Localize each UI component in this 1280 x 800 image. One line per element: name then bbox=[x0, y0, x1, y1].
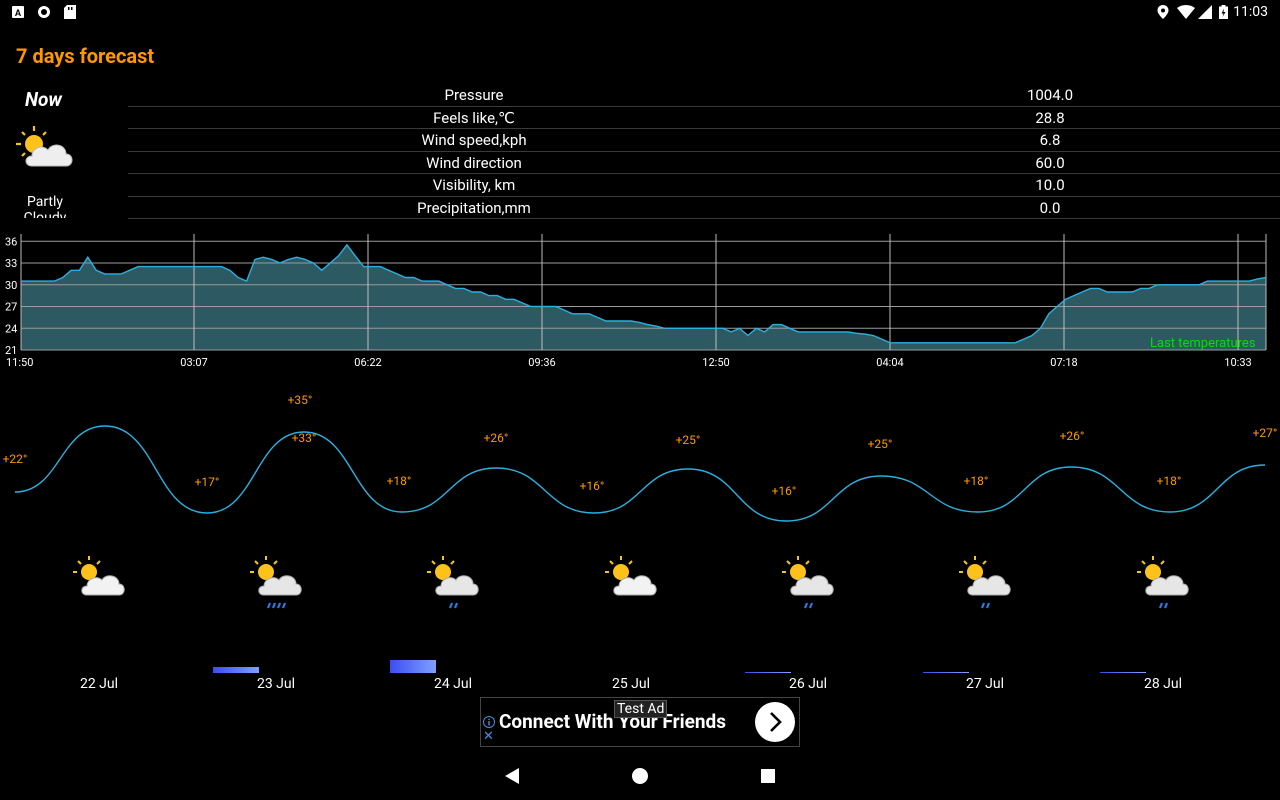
chart-legend: Last temperatures bbox=[1150, 336, 1256, 351]
battery-icon bbox=[1219, 5, 1228, 19]
precipitation-bar bbox=[213, 666, 259, 673]
ad-headline[interactable]: Connect With Your Friends bbox=[499, 710, 726, 733]
detail-row: Wind direction 60.0 bbox=[128, 152, 1280, 174]
detail-label: Visibility, km bbox=[432, 176, 516, 194]
x-tick-label: 06:22 bbox=[354, 356, 381, 369]
detail-row: Visibility, km 10.0 bbox=[128, 174, 1280, 197]
partly-cloudy-heavy-rain-icon bbox=[249, 555, 305, 611]
forecast-temp-label: +25° bbox=[868, 437, 893, 451]
svg-text:A: A bbox=[15, 8, 22, 18]
detail-row: Precipitation,mm 0.0 bbox=[128, 197, 1280, 219]
forecast-temp-label: +26° bbox=[484, 431, 509, 445]
detail-label: Feels like,℃ bbox=[433, 108, 515, 127]
temperature-line bbox=[21, 243, 1267, 344]
forecast-date: 22 Jul bbox=[79, 676, 119, 692]
status-bar: A 11:03 bbox=[0, 0, 1280, 24]
forecast-temp-label: +16° bbox=[580, 479, 605, 493]
ad-banner[interactable]: ✕ Connect With Your Friends Test Ad bbox=[480, 697, 800, 747]
precipitation-bar bbox=[1100, 671, 1146, 673]
detail-value: 60.0 bbox=[1035, 153, 1065, 172]
forecast-date: 26 Jul bbox=[788, 676, 828, 692]
clock-time: 11:03 bbox=[1233, 4, 1268, 20]
page-title: 7 days forecast bbox=[16, 44, 155, 68]
detail-label: Precipitation,mm bbox=[417, 198, 531, 217]
signal-icon bbox=[1198, 5, 1212, 19]
sync-icon bbox=[37, 5, 51, 19]
y-tick-label: 36 bbox=[5, 235, 17, 248]
x-tick-label: 09:36 bbox=[528, 356, 555, 369]
ad-arrow-button[interactable] bbox=[755, 702, 795, 742]
partly-cloudy-icon bbox=[72, 555, 128, 611]
recents-button[interactable] bbox=[760, 768, 776, 784]
sd-card-icon bbox=[64, 5, 76, 19]
detail-value: 10.0 bbox=[1035, 176, 1065, 194]
forecast-date: 23 Jul bbox=[256, 676, 296, 692]
a-icon: A bbox=[12, 5, 24, 19]
x-tick-label: 12:50 bbox=[702, 356, 729, 369]
forecast-date: 27 Jul bbox=[965, 676, 1005, 692]
navigation-bar bbox=[0, 750, 1280, 800]
y-tick-label: 24 bbox=[5, 322, 17, 335]
forecast-temp-label: +35° bbox=[288, 395, 313, 407]
detail-label: Wind direction bbox=[426, 153, 522, 172]
chevron-right-icon bbox=[770, 712, 782, 732]
now-label: Now bbox=[25, 88, 62, 111]
precipitation-bar bbox=[390, 660, 436, 673]
precipitation-bar bbox=[923, 671, 969, 673]
partly-cloudy-rain-icon bbox=[958, 555, 1014, 611]
x-tick-label: 03:07 bbox=[180, 356, 207, 369]
detail-row: Wind speed,kph 6.8 bbox=[128, 129, 1280, 152]
y-tick-label: 27 bbox=[5, 301, 17, 314]
forecast-temp-label: +16° bbox=[772, 484, 797, 498]
forecast-temp-label: +26° bbox=[1060, 429, 1085, 443]
partly-cloudy-rain-icon bbox=[781, 555, 837, 611]
forecast-temp-label: +25° bbox=[676, 433, 701, 447]
y-tick-label: 30 bbox=[5, 279, 17, 292]
detail-label: Pressure bbox=[444, 86, 504, 104]
forecast-temp-label: +33° bbox=[292, 431, 317, 445]
location-icon bbox=[1157, 5, 1169, 19]
now-condition: Partly Cloudy bbox=[23, 194, 67, 218]
wifi-icon bbox=[1177, 5, 1195, 19]
detail-row: Pressure 1004.0 bbox=[128, 84, 1280, 107]
ad-tag: Test Ad bbox=[614, 700, 668, 718]
temperature-area bbox=[21, 244, 1266, 350]
partly-cloudy-rain-icon bbox=[426, 555, 482, 611]
home-button[interactable] bbox=[631, 767, 649, 785]
partly-cloudy-rain-icon bbox=[1136, 555, 1192, 611]
detail-label: Wind speed,kph bbox=[421, 131, 527, 149]
last-temperatures-chart: 21 24 27 30 33 36 11:50 03:07 06:22 09:36 12:50 04:… bbox=[5, 234, 1267, 369]
forecast-temp-label: +18° bbox=[387, 474, 412, 488]
forecast-temp-label: +17° bbox=[195, 475, 220, 489]
detail-value: 1004.0 bbox=[1026, 86, 1074, 104]
y-tick-label: 21 bbox=[5, 344, 17, 357]
forecast-date: 24 Jul bbox=[433, 676, 473, 692]
x-tick-label: 04:04 bbox=[876, 356, 903, 369]
x-tick-label: 10:33 bbox=[1224, 356, 1251, 369]
detail-value: 0.0 bbox=[1039, 198, 1061, 217]
details-table: Pressure 1004.0 Feels like,℃ 28.8 Wind speed… bbox=[128, 84, 1280, 219]
forecast-chart: +22° +35° +17° +33° +18° +26° +16° +25° +16° +25°… bbox=[3, 395, 1278, 522]
forecast-temp-label: +22° bbox=[3, 452, 28, 466]
forecast-date: 28 Jul bbox=[1143, 676, 1183, 692]
detail-value: 28.8 bbox=[1035, 108, 1065, 127]
partly-cloudy-icon bbox=[604, 555, 660, 611]
ad-info-icon[interactable] bbox=[483, 716, 495, 728]
forecast-temp-label: +18° bbox=[1157, 474, 1182, 488]
forecast-temp-label: +27° bbox=[1253, 426, 1278, 440]
back-button[interactable] bbox=[503, 767, 521, 785]
forecast-date: 25 Jul bbox=[611, 676, 651, 692]
ad-close-icon[interactable]: ✕ bbox=[483, 729, 494, 744]
forecast-line bbox=[14, 425, 1266, 522]
detail-row: Feels like,℃ 28.8 bbox=[128, 107, 1280, 129]
partly-cloudy-icon bbox=[14, 124, 76, 174]
forecast-temp-label: +18° bbox=[964, 474, 989, 488]
detail-value: 6.8 bbox=[1039, 131, 1061, 149]
precipitation-bar bbox=[745, 671, 791, 673]
x-tick-label: 07:18 bbox=[1050, 356, 1077, 369]
x-tick-label: 11:50 bbox=[6, 356, 33, 369]
y-tick-label: 33 bbox=[5, 257, 17, 270]
